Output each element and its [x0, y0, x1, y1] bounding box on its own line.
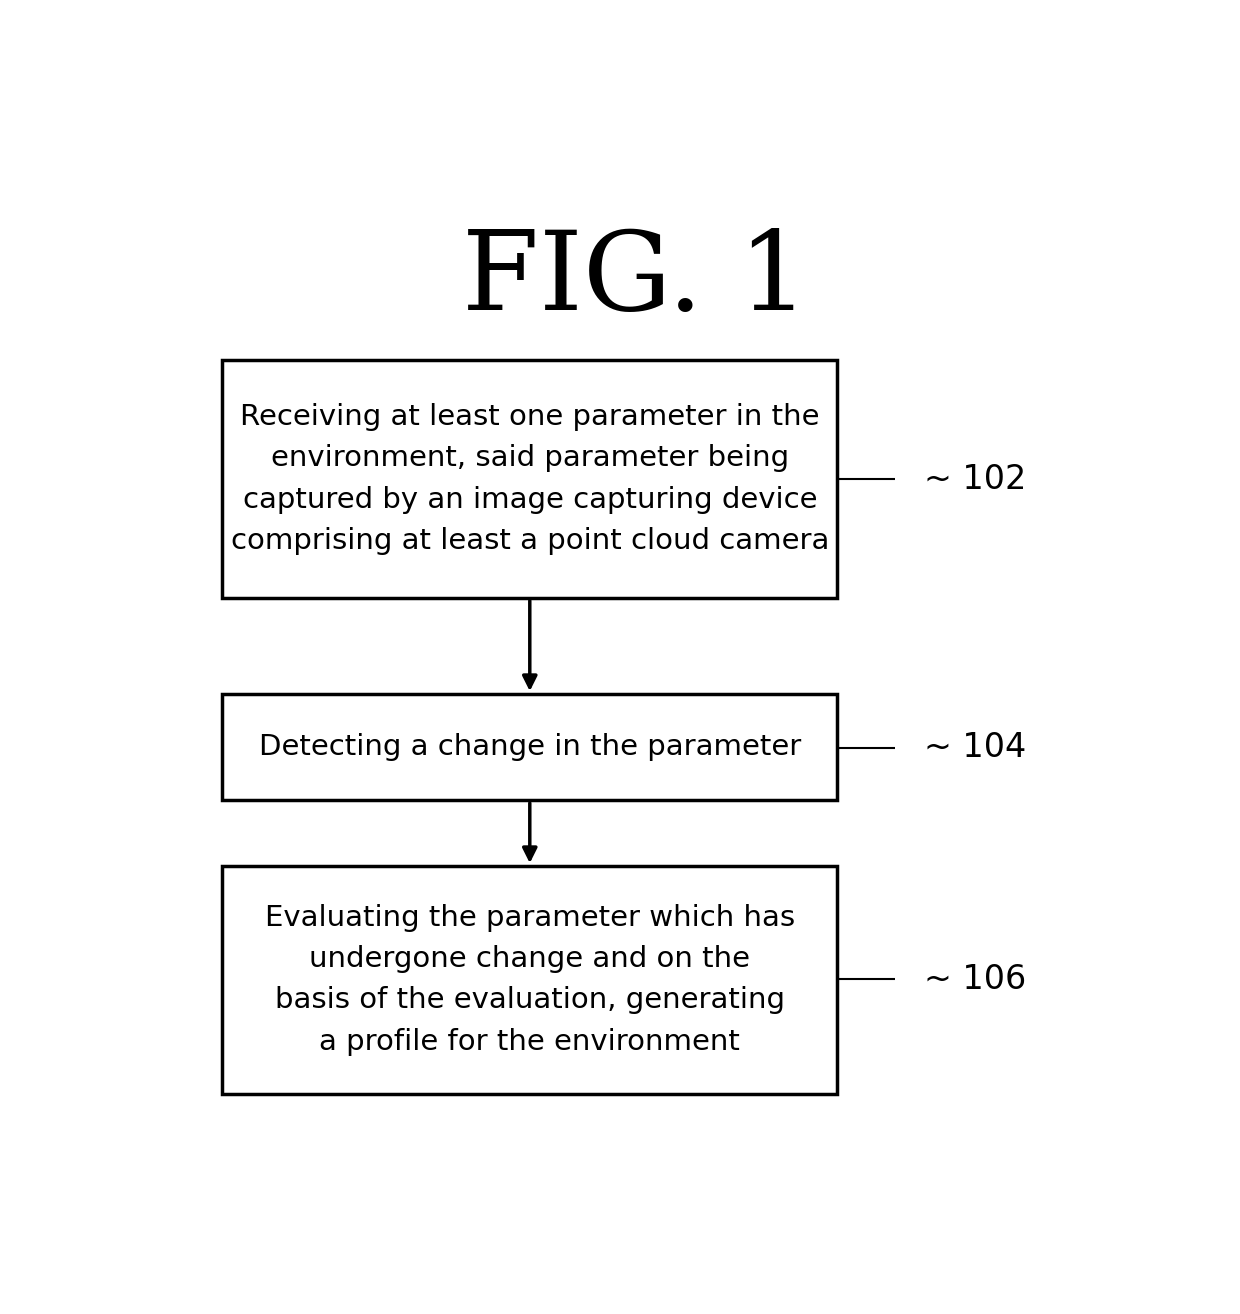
- FancyBboxPatch shape: [222, 360, 837, 598]
- Text: ~ 102: ~ 102: [924, 463, 1027, 495]
- Text: FIG. 1: FIG. 1: [463, 226, 808, 332]
- FancyBboxPatch shape: [222, 694, 837, 800]
- Text: Evaluating the parameter which has
undergone change and on the
basis of the eval: Evaluating the parameter which has under…: [264, 904, 795, 1055]
- Text: ~ 104: ~ 104: [924, 731, 1025, 763]
- Text: ~ 106: ~ 106: [924, 963, 1025, 996]
- Text: Receiving at least one parameter in the
environment, said parameter being
captur: Receiving at least one parameter in the …: [231, 403, 830, 555]
- FancyBboxPatch shape: [222, 866, 837, 1093]
- Text: Detecting a change in the parameter: Detecting a change in the parameter: [259, 733, 801, 761]
